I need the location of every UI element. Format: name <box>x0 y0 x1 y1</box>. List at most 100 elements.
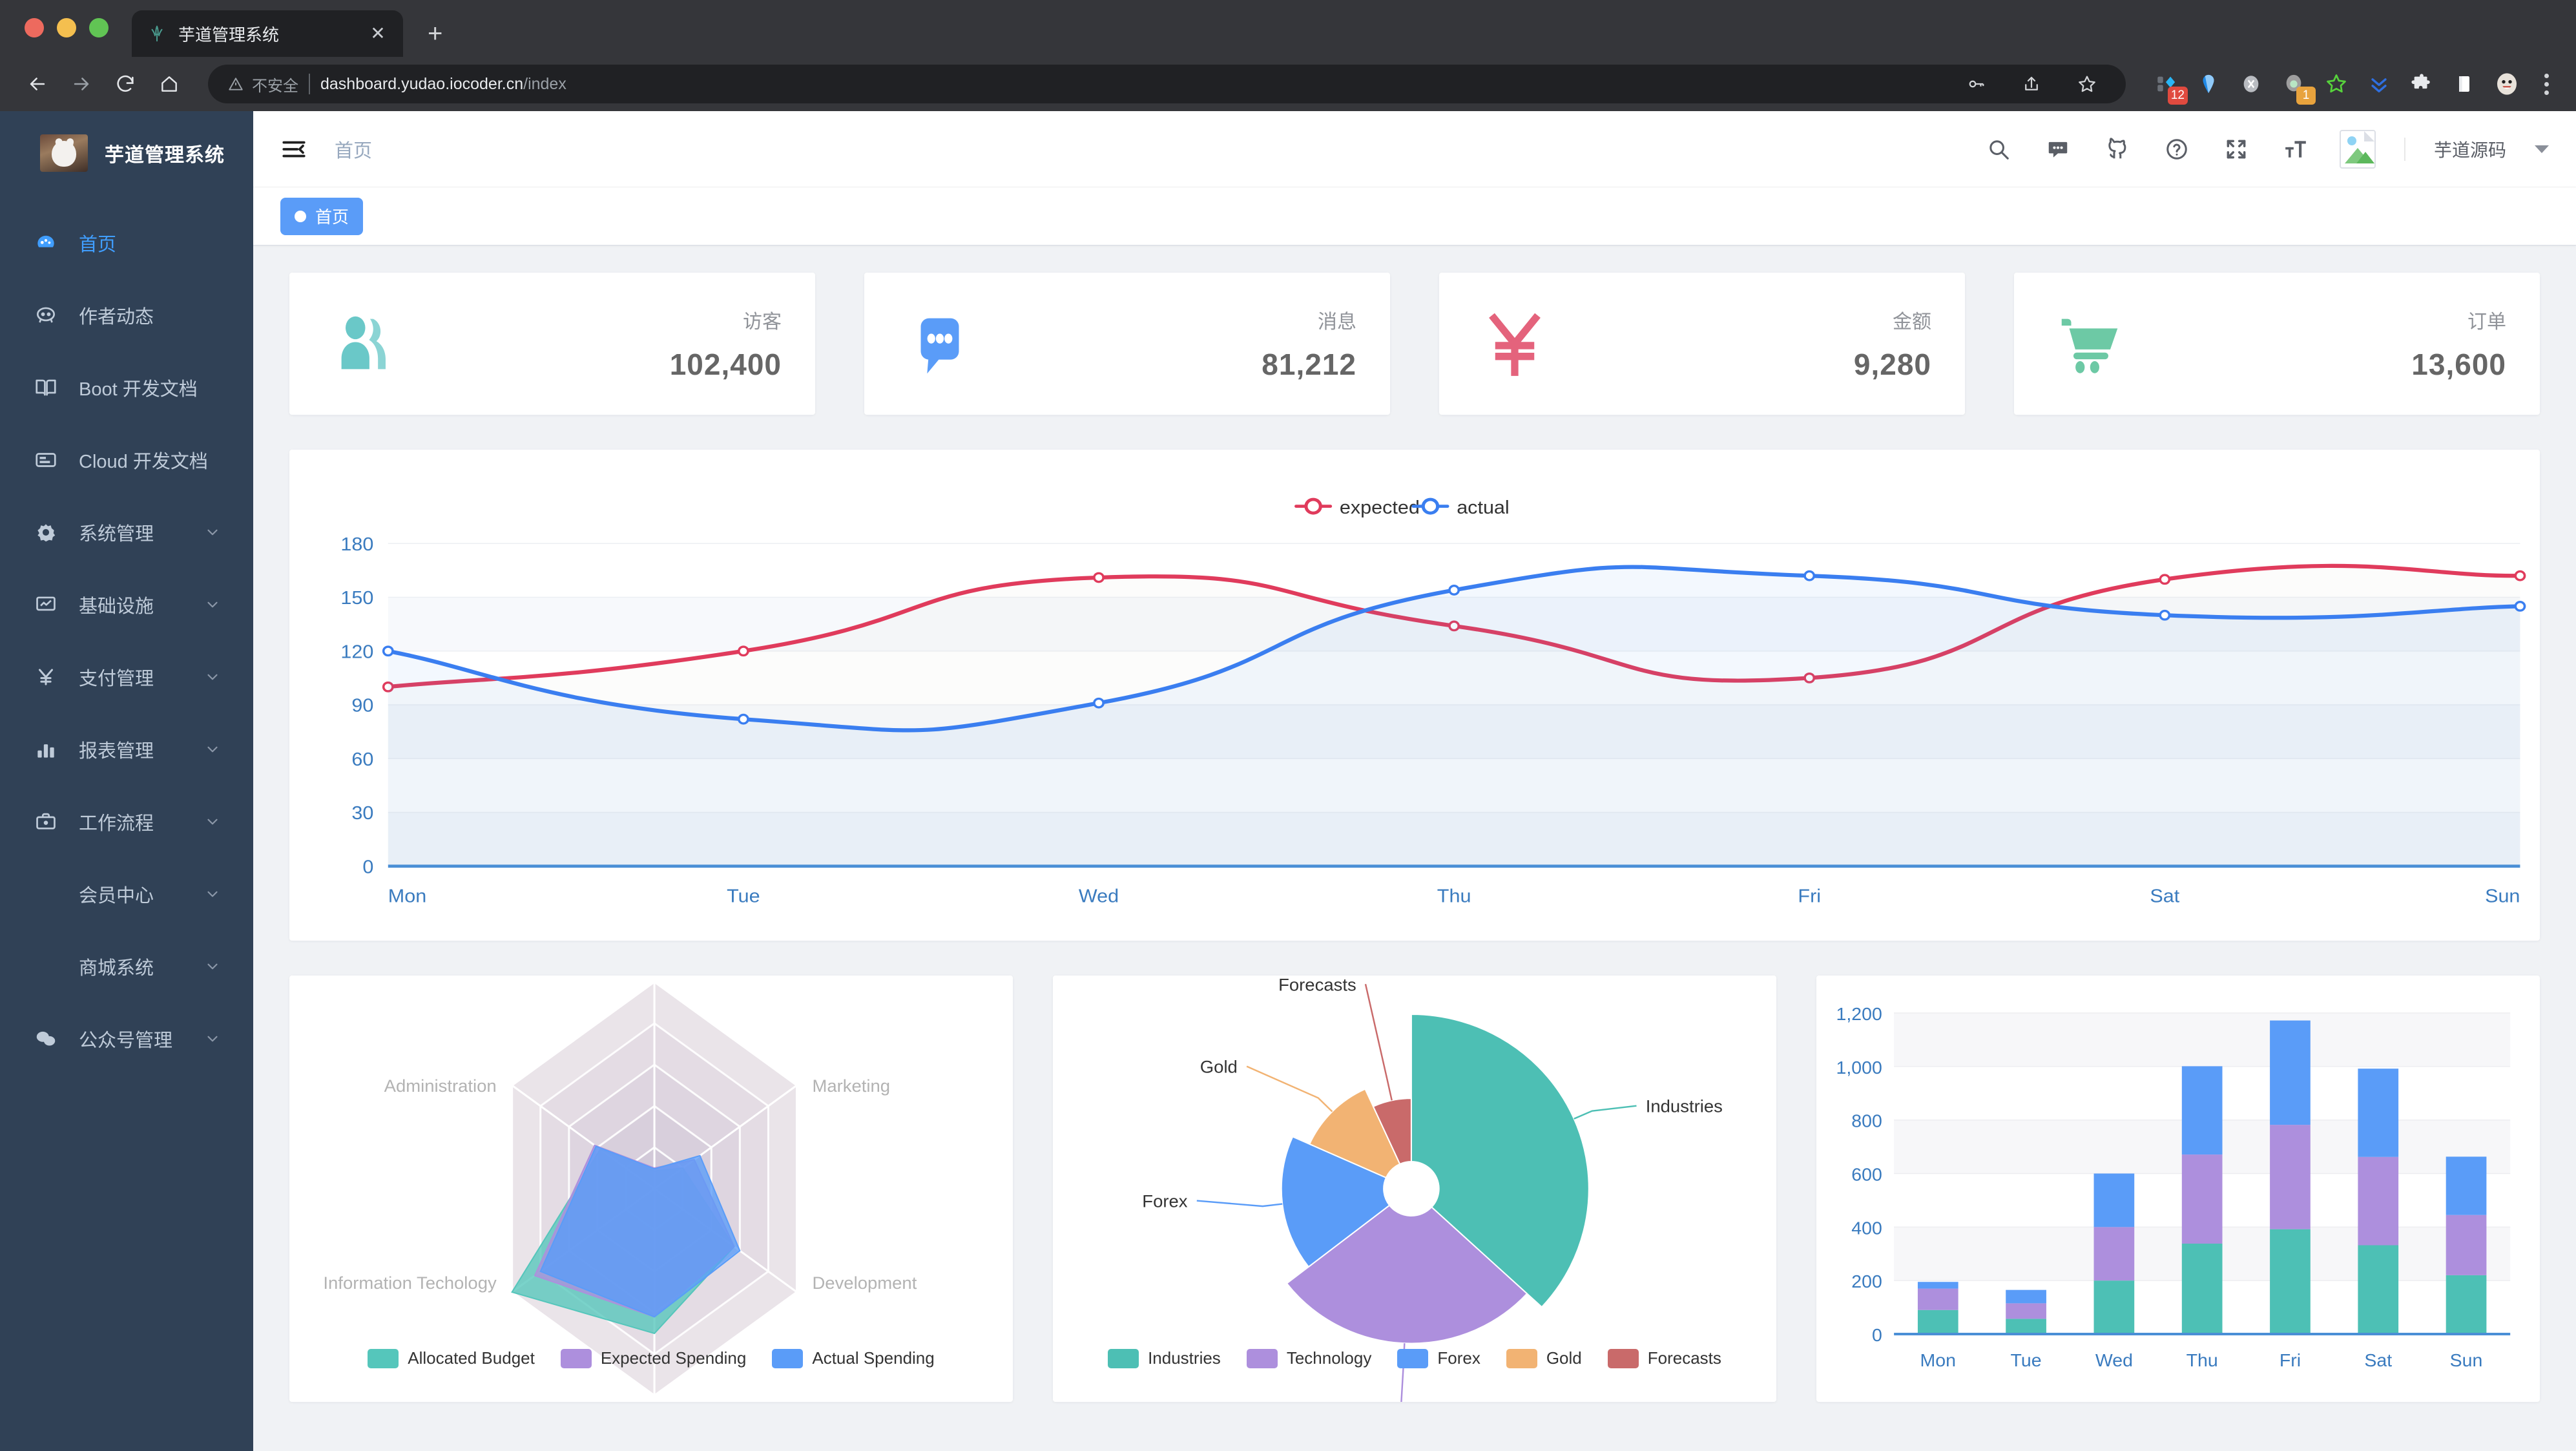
svg-text:Administration: Administration <box>384 1076 497 1096</box>
sidebar-item-label: 首页 <box>79 235 117 255</box>
legend-label: Gold <box>1546 1348 1582 1368</box>
radar-chart-panel[interactable]: SalesMarketingDevelopmentCustomer Suppor… <box>289 976 1013 1402</box>
book-icon <box>31 373 61 402</box>
close-tab-button[interactable]: ✕ <box>370 23 386 43</box>
stat-card-row: 访客 102,400 消息 81,212 <box>289 273 2540 415</box>
extension-clipboard-icon[interactable] <box>2237 70 2265 98</box>
sidebar-toggle-icon[interactable] <box>276 132 311 167</box>
security-status[interactable]: 不安全 <box>227 73 298 96</box>
sidebar-item-payment[interactable]: 支付管理 <box>0 641 253 713</box>
extensions-puzzle-icon[interactable] <box>2407 70 2436 98</box>
home-icon[interactable] <box>150 65 189 103</box>
svg-text:Fri: Fri <box>1798 886 1821 906</box>
sidebar-item-label: 报表管理 <box>79 741 154 762</box>
extension-star-green-icon[interactable] <box>2322 70 2351 98</box>
pie-chart-panel[interactable]: Industries Technology Forex Gold Forecasts I… <box>1053 976 1776 1402</box>
legend-item[interactable]: Expected Spending <box>560 1348 747 1368</box>
github-icon[interactable] <box>2102 134 2133 165</box>
main-content: 首页 <box>253 111 2576 1451</box>
back-icon[interactable] <box>18 65 57 103</box>
sidebar-item-mp[interactable]: 公众号管理 <box>0 1003 253 1075</box>
extension-sidepanel-icon[interactable] <box>2450 70 2478 98</box>
avatar[interactable] <box>2339 129 2376 169</box>
stat-label: 金额 <box>1893 311 1931 333</box>
close-window-button[interactable] <box>25 18 44 37</box>
stat-card-messages[interactable]: 消息 81,212 <box>864 273 1390 415</box>
cloud-doc-icon <box>31 445 61 475</box>
legend-item[interactable]: Forex <box>1397 1348 1480 1368</box>
legend-item[interactable]: Actual Spending <box>772 1348 935 1368</box>
window-controls[interactable] <box>25 18 109 37</box>
stat-label: 订单 <box>2467 311 2506 333</box>
svg-text:200: 200 <box>1851 1271 1882 1291</box>
line-chart-panel[interactable]: expected actual 0 30 60 90 120 150 180 Mon Tue Wed T… <box>289 450 2540 941</box>
svg-text:Tue: Tue <box>2011 1350 2042 1370</box>
search-icon[interactable] <box>1983 134 2014 165</box>
bar-chart-panel[interactable]: 0 200 400 600 800 1,000 1,200 Mon Tue Wed Thu Fri Sa… <box>1816 976 2540 1402</box>
sidebar-item-member[interactable]: 会员中心 <box>0 858 253 930</box>
stat-card-amount[interactable]: 金额 9,280 <box>1439 273 1965 415</box>
browser-profile-avatar[interactable] <box>2493 70 2521 98</box>
legend-label: Actual Spending <box>812 1348 935 1368</box>
sidebar-item-mall[interactable]: 商城系统 <box>0 930 253 1003</box>
legend-item[interactable]: Gold <box>1506 1348 1582 1368</box>
minimize-window-button[interactable] <box>57 18 76 37</box>
legend-item[interactable]: Forecasts <box>1607 1348 1721 1368</box>
sidebar-item-label: Cloud 开发文档 <box>79 452 208 472</box>
extension-pin-icon[interactable] <box>2194 70 2223 98</box>
font-size-icon[interactable] <box>2280 134 2311 165</box>
chat-icon[interactable] <box>2042 134 2073 165</box>
chevron-down-icon[interactable] <box>2535 145 2549 153</box>
sidebar-item-workflow[interactable]: 工作流程 <box>0 786 253 858</box>
sidebar-item-system[interactable]: 系统管理 <box>0 496 253 569</box>
chrome-menu-icon[interactable] <box>2535 73 2558 95</box>
stat-card-visitors[interactable]: 访客 102,400 <box>289 273 815 415</box>
reload-icon[interactable] <box>106 65 145 103</box>
new-tab-button[interactable]: + <box>428 19 443 48</box>
legend-swatch <box>1607 1348 1639 1368</box>
svg-text:800: 800 <box>1851 1111 1882 1131</box>
sidebar-item-infrastructure[interactable]: 基础设施 <box>0 569 253 641</box>
sidebar-item-author[interactable]: 作者动态 <box>0 279 253 351</box>
address-bar[interactable]: 不安全 dashboard.yudao.iocoder.cn/index <box>208 65 2126 103</box>
extension-download-icon[interactable] <box>2365 70 2393 98</box>
legend-item[interactable]: Industries <box>1108 1348 1221 1368</box>
tab-title: 芋道管理系统 <box>178 25 280 45</box>
legend-item[interactable]: Technology <box>1246 1348 1371 1368</box>
bookmark-star-icon[interactable] <box>2068 65 2106 103</box>
svg-text:Mon: Mon <box>388 886 426 906</box>
sidebar-item-label: 会员中心 <box>79 886 154 906</box>
sidebar-item-boot-doc[interactable]: Boot 开发文档 <box>0 351 253 424</box>
tab-home[interactable]: 首页 <box>280 197 364 235</box>
breadcrumb: 首页 <box>335 140 373 162</box>
yen-icon <box>31 662 61 692</box>
legend-label: Expected Spending <box>600 1348 747 1368</box>
extension-adblock-icon[interactable]: 12 <box>2152 70 2188 105</box>
share-icon[interactable] <box>2012 65 2051 103</box>
bar-chart-canvas: 0 200 400 600 800 1,000 1,200 Mon Tue Wed Thu Fri Sa… <box>1836 1003 2511 1370</box>
legend-label: Industries <box>1148 1348 1221 1368</box>
maximize-window-button[interactable] <box>89 18 109 37</box>
sidebar-brand[interactable]: 芋道管理系统 <box>0 111 253 195</box>
browser-tab[interactable]: 芋道管理系统 ✕ <box>132 10 403 57</box>
radar-legend: Allocated Budget Expected Spending Actual … <box>289 1348 1013 1368</box>
legend-item[interactable]: Allocated Budget <box>368 1348 535 1368</box>
help-icon[interactable] <box>2161 134 2192 165</box>
fullscreen-icon[interactable] <box>2221 134 2252 165</box>
chevron-down-icon <box>202 666 223 688</box>
forward-icon[interactable] <box>62 65 101 103</box>
stat-card-orders[interactable]: 订单 13,600 <box>2014 273 2540 415</box>
svg-text:0: 0 <box>1872 1324 1882 1345</box>
user-name[interactable]: 芋道源码 <box>2433 140 2506 160</box>
chevron-down-icon <box>202 521 223 543</box>
sidebar-item-report[interactable]: 报表管理 <box>0 713 253 786</box>
sidebar-item-dashboard[interactable]: 首页 <box>0 207 253 279</box>
extension-profile-icon[interactable]: 1 <box>2280 70 2316 105</box>
password-key-icon[interactable] <box>1957 65 1995 103</box>
legend-label: Forecasts <box>1647 1348 1721 1368</box>
sidebar-item-label: 公众号管理 <box>79 1030 173 1051</box>
sidebar-item-cloud-doc[interactable]: Cloud 开发文档 <box>0 424 253 496</box>
navbar-divider <box>2404 137 2405 161</box>
chevron-down-icon <box>202 738 223 760</box>
